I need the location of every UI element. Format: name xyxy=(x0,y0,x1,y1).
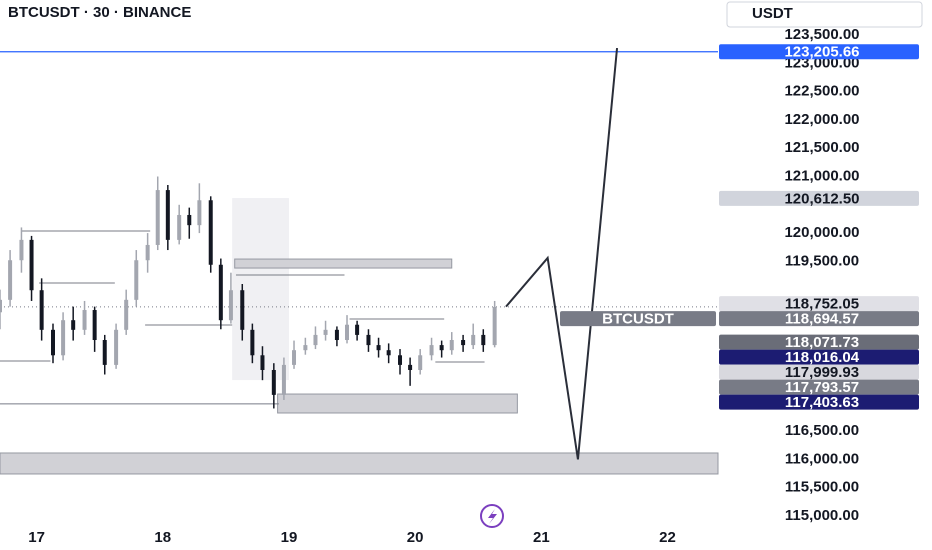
x-tick-label: 21 xyxy=(533,529,550,546)
price-badge-label: 118,752.05 xyxy=(785,296,859,313)
candle-body xyxy=(471,334,476,346)
candle-body xyxy=(260,355,265,370)
plot: 17 18 19 20 21 22 BTCUSDT xyxy=(0,47,719,546)
candle-body xyxy=(8,260,13,300)
candle-body xyxy=(92,310,97,341)
candle-body xyxy=(71,320,76,330)
price-badge-label: 118,071.73 xyxy=(785,334,859,351)
candle-body xyxy=(218,264,223,321)
candle-body xyxy=(102,340,107,365)
zone xyxy=(234,258,453,269)
price-badge-label: 118,694.57 xyxy=(785,311,859,328)
y-tick-label: 121,000.00 xyxy=(784,167,859,184)
price-badge xyxy=(719,364,919,380)
price-badge xyxy=(719,379,919,395)
symbol-tag xyxy=(560,311,716,327)
x-tick-label: 17 xyxy=(28,529,45,546)
candle-body xyxy=(240,290,245,330)
price-badge xyxy=(719,334,919,350)
y-tick-label: 115,000.00 xyxy=(785,507,859,524)
price-badge-label: 123,205.66 xyxy=(784,44,859,61)
candle-body xyxy=(39,290,44,330)
price-badge-label: 117,793.57 xyxy=(785,379,859,396)
y-tick-label: 123,500.00 xyxy=(784,26,859,43)
zone xyxy=(0,452,719,475)
candle-body xyxy=(334,329,339,341)
price-badge xyxy=(719,44,919,60)
price-badge-label: 117,999.93 xyxy=(785,364,859,381)
candle-body xyxy=(114,329,119,365)
price-badge xyxy=(719,394,919,410)
candle-body xyxy=(208,200,213,265)
candle-body xyxy=(124,299,129,330)
candle-body xyxy=(50,329,55,356)
price-badge xyxy=(719,296,919,312)
candle-body xyxy=(461,340,466,346)
price-badge-label: 118,016.04 xyxy=(785,349,860,366)
x-tick-label: 22 xyxy=(659,529,676,546)
candle-body xyxy=(155,190,160,245)
price-badge-label: 117,403.63 xyxy=(785,394,859,411)
candle-body xyxy=(366,334,371,346)
candle-body xyxy=(408,364,413,370)
candle-body xyxy=(61,320,66,356)
candle-body xyxy=(177,214,182,240)
price-badge xyxy=(719,311,919,327)
candle-body xyxy=(165,190,170,240)
candle-body xyxy=(386,350,391,356)
x-tick-label: 19 xyxy=(281,529,298,546)
chart-title: BTCUSDT · 30 · BINANCE xyxy=(8,4,191,21)
candle-body xyxy=(292,350,297,365)
zone xyxy=(232,198,289,381)
price-badge xyxy=(719,349,919,365)
candle-body xyxy=(134,260,139,300)
x-tick-label: 18 xyxy=(154,529,171,546)
candle-body xyxy=(481,334,486,346)
axis-unit: USDT xyxy=(752,5,793,22)
y-tick-label: 116,000.00 xyxy=(785,450,859,467)
y-tick-label: 119,500.00 xyxy=(785,252,859,269)
alert-icon xyxy=(480,504,504,528)
price-badge-label: 120,612.50 xyxy=(784,190,859,207)
candle-body xyxy=(281,364,286,395)
y-tick-label: 121,500.00 xyxy=(784,139,859,156)
price-axis: USDT 115,000.00 115,500.00 116,000.00 116,5… xyxy=(719,1,923,524)
y-tick-label: 122,500.00 xyxy=(784,83,859,100)
candle-body xyxy=(250,329,255,356)
candle-body xyxy=(187,214,192,226)
candle-body xyxy=(418,355,423,370)
projection-path xyxy=(505,47,619,460)
candle-body xyxy=(19,239,24,261)
candle-body xyxy=(439,345,444,351)
candle-body xyxy=(29,239,34,291)
price-badge xyxy=(719,190,919,206)
y-tick-label: 122,000.00 xyxy=(784,111,859,128)
candle-body xyxy=(398,355,403,365)
candle-body xyxy=(323,329,328,335)
candle-body xyxy=(355,324,360,335)
candle-body xyxy=(449,340,454,351)
candle-body xyxy=(313,334,318,346)
candle-body xyxy=(429,345,434,356)
symbol-tag-label: BTCUSDT xyxy=(602,311,674,328)
y-tick-label: 120,000.00 xyxy=(784,224,859,241)
candle-body xyxy=(82,310,87,330)
axis-unit-box xyxy=(726,1,923,28)
y-tick-label: 115,500.00 xyxy=(785,479,859,496)
candle-body xyxy=(376,345,381,351)
candle-body xyxy=(197,200,202,226)
candle-body xyxy=(228,290,233,321)
x-tick-label: 20 xyxy=(407,529,424,546)
y-tick-label: 116,500.00 xyxy=(785,422,859,439)
zone xyxy=(277,393,518,414)
candle-body xyxy=(345,324,350,341)
candle-body xyxy=(492,306,497,346)
candle-body xyxy=(0,299,2,313)
candle-body xyxy=(303,345,308,351)
candle-body xyxy=(145,244,150,261)
candle-body xyxy=(271,369,276,395)
